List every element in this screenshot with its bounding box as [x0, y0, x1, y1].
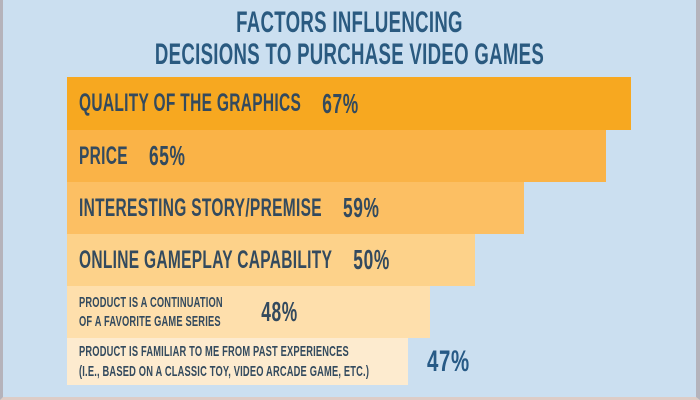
chart-title-line1: FACTORS INFLUENCING — [236, 6, 463, 39]
bar-value: 67% — [322, 87, 359, 119]
bar-content: PRICE 65% — [79, 140, 186, 172]
bar-value-outside: 47% — [427, 345, 470, 378]
bar-label: INTERESTING STORY/PREMISE — [79, 193, 322, 222]
bar-row-online-gameplay-capability: ONLINE GAMEPLAY CAPABILITY 50% — [67, 234, 475, 286]
bar-content: QUALITY OF THE GRAPHICS 67% — [79, 88, 359, 120]
bar-value: 48% — [261, 296, 298, 327]
bar-label: PRODUCT IS A CONTINUATION OF A FAVORITE … — [79, 293, 223, 332]
bar-row-price: PRICE 65% — [67, 130, 606, 182]
chart-title: FACTORS INFLUENCING DECISIONS TO PURCHAS… — [135, 6, 565, 72]
bar-content: PRODUCT IS A CONTINUATION OF A FAVORITE … — [79, 293, 298, 332]
bar-label-line1: PRODUCT IS A CONTINUATION — [79, 293, 223, 311]
bar-label: PRODUCT IS FAMILIAR TO ME FROM PAST EXPE… — [79, 342, 369, 381]
bar-label-line2: (I.E., BASED ON A CLASSIC TOY, VIDEO ARC… — [79, 362, 370, 380]
bar-content: PRODUCT IS FAMILIAR TO ME FROM PAST EXPE… — [79, 342, 369, 381]
bar-label: QUALITY OF THE GRAPHICS — [79, 89, 302, 117]
bar-row-familiar-from-past-experiences: PRODUCT IS FAMILIAR TO ME FROM PAST EXPE… — [67, 338, 408, 385]
chart-title-line2: DECISIONS TO PURCHASE VIDEO GAMES — [154, 38, 545, 72]
bar-content: INTERESTING STORY/PREMISE 59% — [79, 192, 380, 224]
bar-row-continuation-of-favorite-series: PRODUCT IS A CONTINUATION OF A FAVORITE … — [67, 286, 430, 338]
bar-label-line1: PRODUCT IS FAMILIAR TO ME FROM PAST EXPE… — [79, 343, 349, 360]
bar-value: 65% — [149, 140, 186, 171]
bar-row-interesting-story-premise: INTERESTING STORY/PREMISE 59% — [67, 182, 524, 234]
bar-chart: QUALITY OF THE GRAPHICS 67% PRICE 65% IN… — [67, 77, 631, 385]
bar-content: ONLINE GAMEPLAY CAPABILITY 50% — [79, 244, 390, 276]
bar-label: ONLINE GAMEPLAY CAPABILITY — [79, 245, 333, 274]
bar-label-line2: OF A FAVORITE GAME SERIES — [79, 313, 221, 330]
bar-row-quality-of-the-graphics: QUALITY OF THE GRAPHICS 67% — [67, 77, 631, 130]
bar-value: 59% — [342, 192, 380, 223]
bar-value: 50% — [353, 244, 390, 275]
bar-label: PRICE — [79, 141, 128, 170]
